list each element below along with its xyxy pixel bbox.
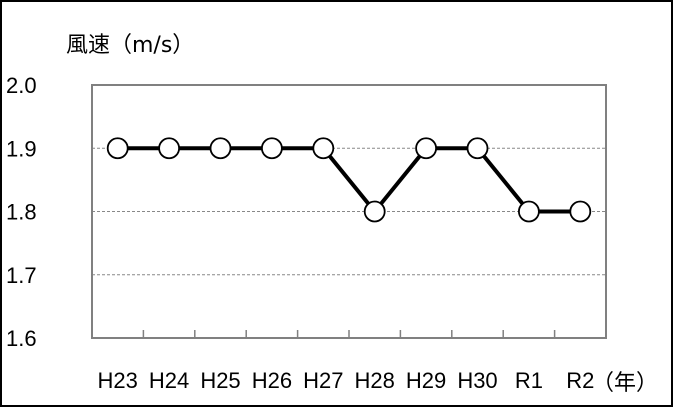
x-tick-label: H29 xyxy=(406,368,446,393)
x-tick-label: H26 xyxy=(252,368,292,393)
data-point xyxy=(209,137,232,160)
data-point xyxy=(312,137,335,160)
x-axis-ticks xyxy=(142,330,556,338)
data-point xyxy=(569,200,592,223)
data-point xyxy=(518,200,540,223)
series-wind-speed xyxy=(106,137,592,223)
x-tick-label: H23 xyxy=(98,368,138,393)
series-line xyxy=(117,146,581,214)
y-tick-label: 1.6 xyxy=(6,326,37,351)
x-tick-label: H30 xyxy=(457,368,497,393)
data-point xyxy=(415,137,438,160)
x-tick-label: H27 xyxy=(303,368,343,393)
x-tick-label: R1 xyxy=(515,368,543,393)
data-point xyxy=(158,137,181,160)
data-point xyxy=(106,137,129,160)
y-tick-label: 1.8 xyxy=(6,200,37,225)
data-point xyxy=(363,200,386,223)
data-point xyxy=(466,137,489,160)
y-tick-label: 1.9 xyxy=(6,136,37,161)
x-axis-unit-label: （年） xyxy=(592,371,658,396)
data-point xyxy=(260,137,283,160)
x-tick-label: H25 xyxy=(200,368,240,393)
y-tick-label: 2.0 xyxy=(6,73,37,98)
y-axis-tick-labels: 2.0 1.9 1.8 1.7 1.6 xyxy=(6,73,37,351)
y-tick-label: 1.7 xyxy=(6,263,37,288)
x-tick-label: R2 xyxy=(566,368,594,393)
x-axis-tick-labels: H23 H24 H25 H26 H27 H28 H29 H30 R1 R2 xyxy=(98,368,595,393)
x-tick-label: H24 xyxy=(149,368,189,393)
y-axis-title: 風速（m/s） xyxy=(66,33,194,58)
x-tick-label: H28 xyxy=(355,368,395,393)
